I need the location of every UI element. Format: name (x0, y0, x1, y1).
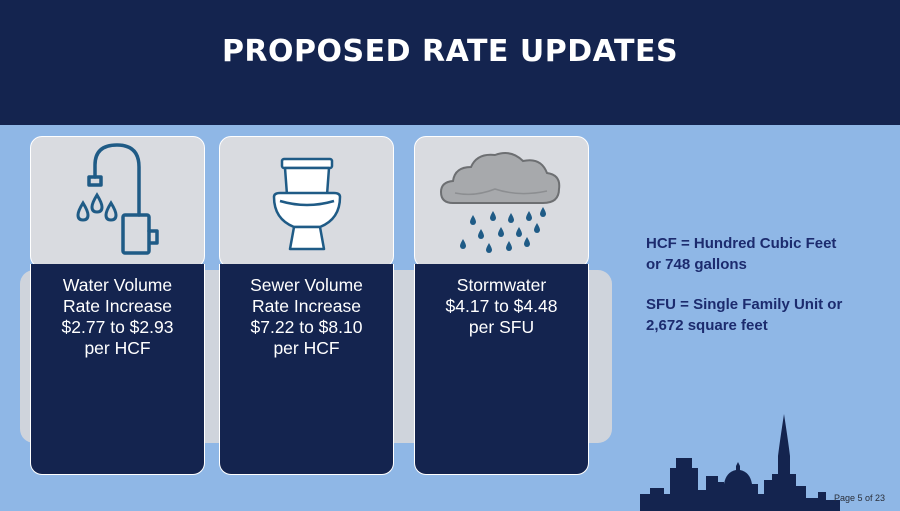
header-bar: PROPOSED RATE UPDATES (0, 0, 900, 125)
card-text-line: Water Volume (62, 275, 173, 295)
card-text-line: $2.77 to $2.93 (61, 317, 174, 337)
slide-title: PROPOSED RATE UPDATES (221, 34, 679, 69)
card-text-line: Sewer Volume (250, 275, 363, 295)
card-text-line: per HCF (273, 338, 340, 358)
definition-line: 2,672 square feet (646, 317, 768, 334)
card-text-line: per HCF (84, 338, 151, 358)
definition-line: or 748 gallons (646, 256, 747, 273)
card-text-line: Rate Increase (63, 296, 172, 316)
rain-cloud-icon (439, 152, 561, 253)
definition-line: HCF = Hundred Cubic Feet (646, 235, 837, 252)
card-text-line: Rate Increase (252, 296, 361, 316)
sewer-rate-card: Sewer Volume Rate Increase $7.22 to $8.1… (219, 264, 394, 475)
card-text-line: $7.22 to $8.10 (250, 317, 363, 337)
hcf-definition: HCF = Hundred Cubic Feet or 748 gallons (646, 233, 886, 275)
stormwater-card-icon-area (414, 136, 589, 268)
toilet-icon (272, 157, 342, 251)
water-card-icon-area (30, 136, 205, 268)
definition-line: SFU = Single Family Unit or (646, 296, 843, 313)
card-text-line: per SFU (468, 317, 535, 337)
sfu-definition: SFU = Single Family Unit or 2,672 square… (646, 294, 886, 336)
faucet-icon (76, 143, 159, 255)
card-text-line: $4.17 to $4.48 (445, 296, 558, 316)
water-rate-card: Water Volume Rate Increase $2.77 to $2.9… (30, 264, 205, 475)
card-text-line: Stormwater (456, 275, 547, 295)
sewer-card-icon-area (219, 136, 394, 268)
page-number: Page 5 of 23 (834, 493, 886, 503)
city-skyline-graphic (640, 414, 840, 511)
stormwater-rate-card: Stormwater $4.17 to $4.48 per SFU (414, 264, 589, 475)
